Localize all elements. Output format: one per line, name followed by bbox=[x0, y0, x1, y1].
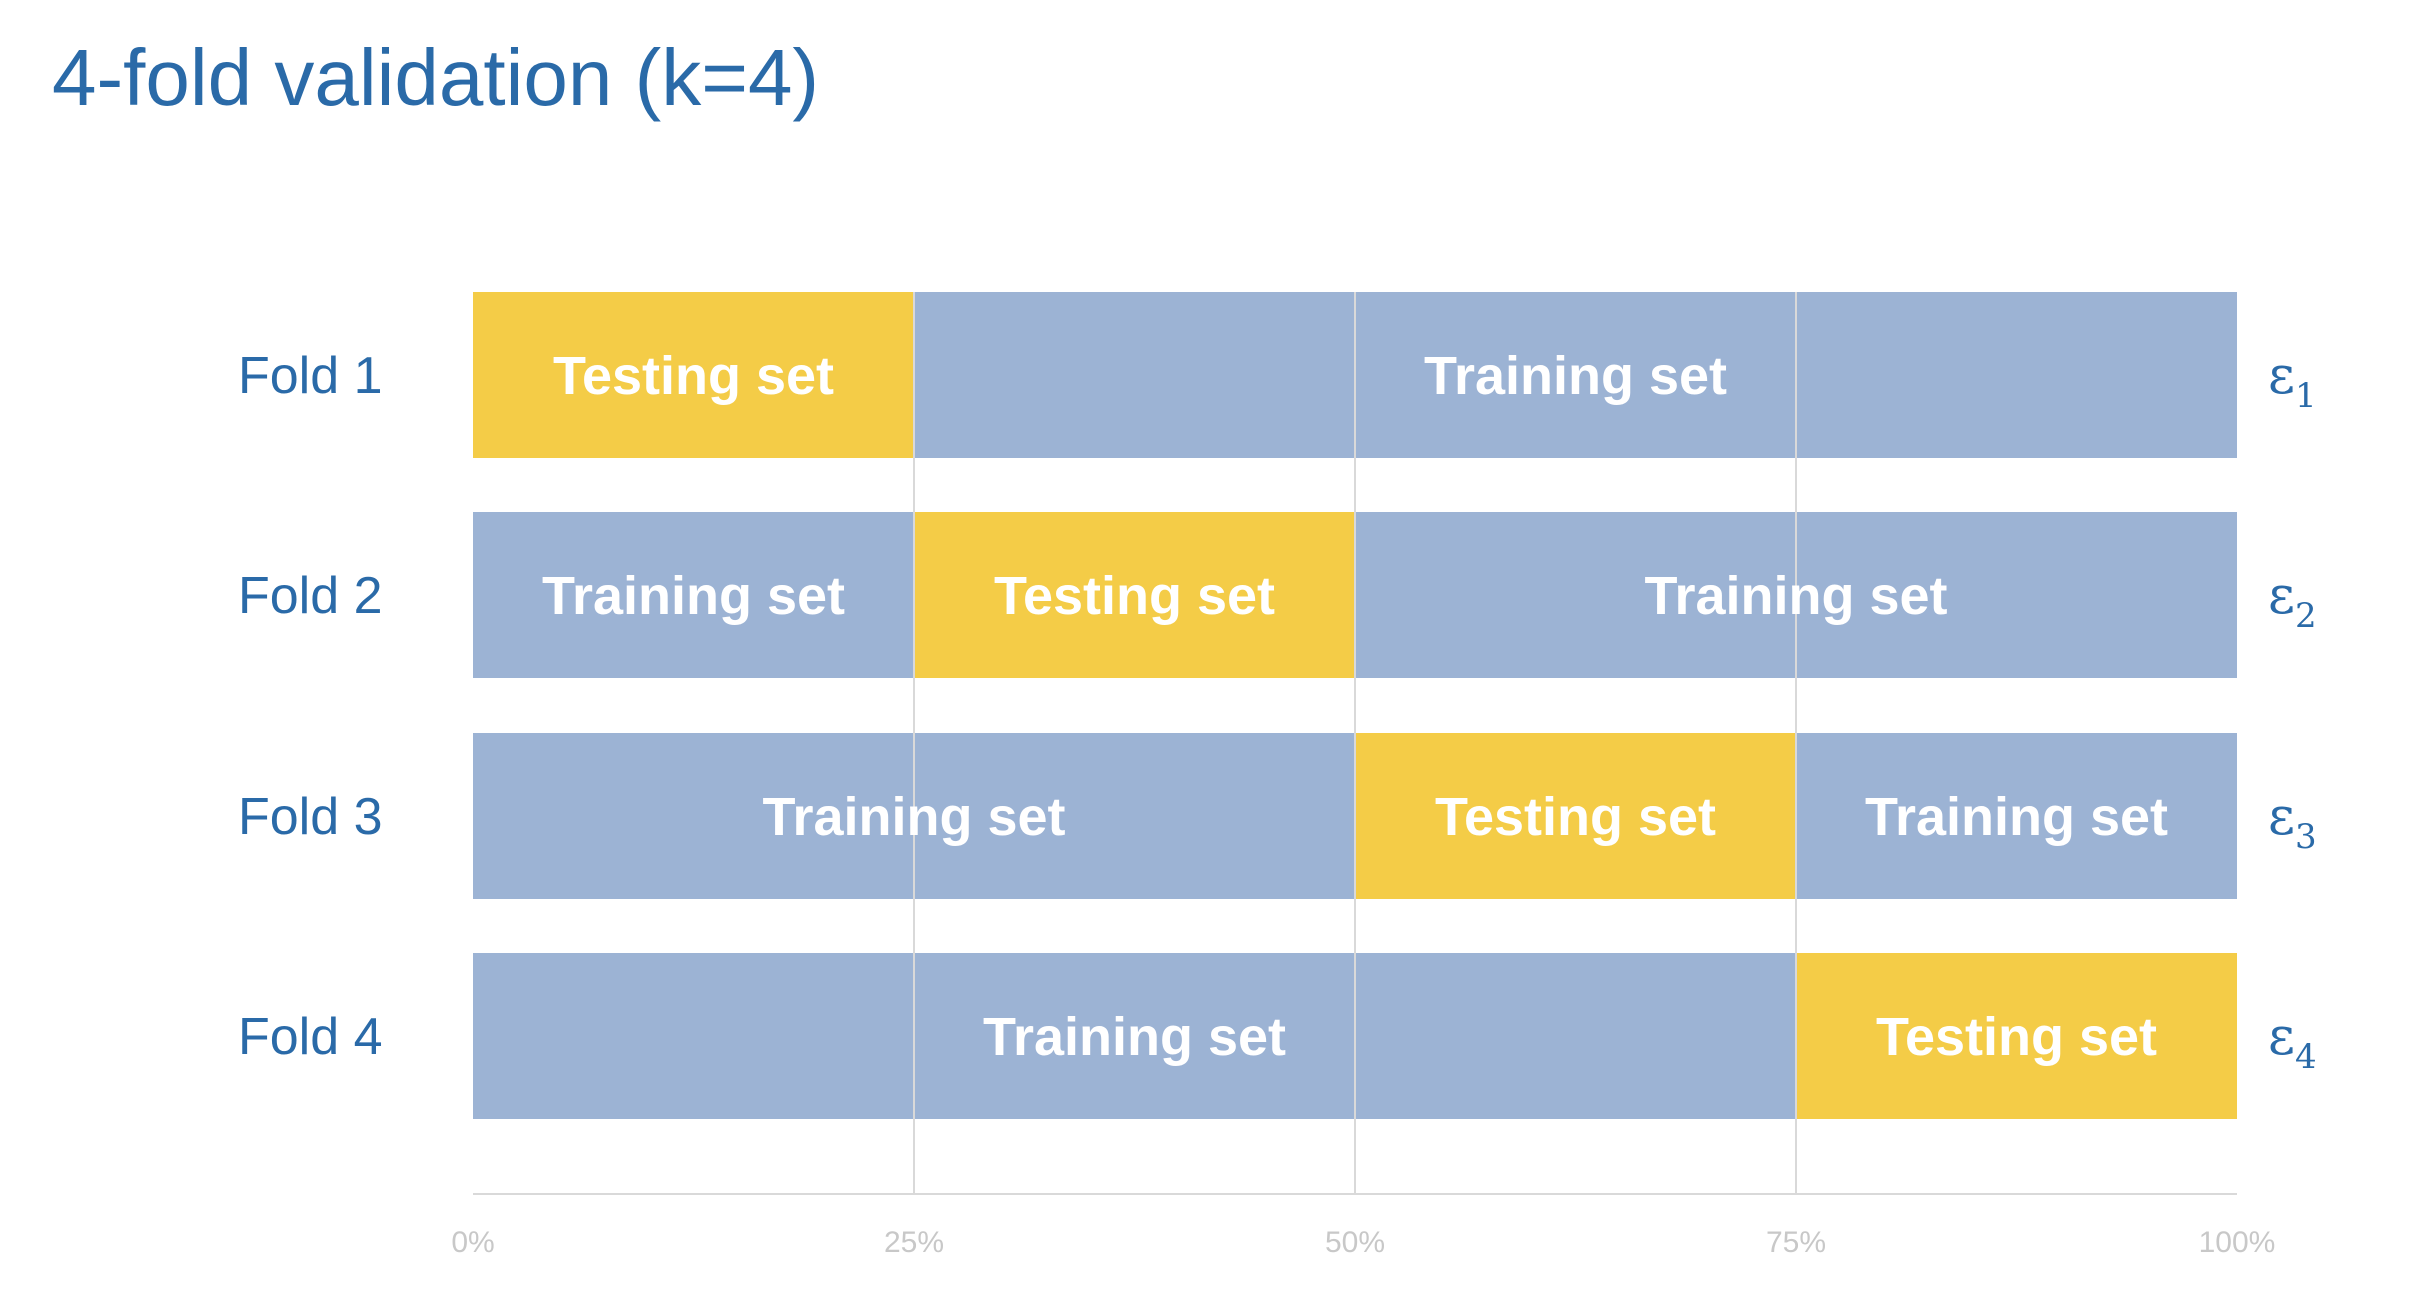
error-subscript: 3 bbox=[2295, 817, 2317, 857]
error-symbol: ε bbox=[2268, 1007, 2295, 1067]
fold-label-3: Fold 3 bbox=[238, 788, 383, 846]
x-tick-label: 50% bbox=[1325, 1226, 1385, 1259]
training-set-bar-fold3-3 bbox=[1796, 733, 2237, 899]
fold-label-4: Fold 4 bbox=[238, 1008, 383, 1066]
fold-label-1: Fold 1 bbox=[238, 347, 383, 405]
testing-set-bar-fold2-2 bbox=[914, 512, 1355, 678]
error-symbol: ε bbox=[2268, 566, 2295, 626]
x-axis: 0% 25% 50% 75% 100% bbox=[451, 1193, 2276, 1259]
x-tick-label: 0% bbox=[451, 1226, 494, 1259]
training-set-bar-fold4-1 bbox=[473, 953, 1796, 1119]
error-symbol: ε bbox=[2268, 346, 2295, 406]
x-tick-label: 100% bbox=[2199, 1226, 2276, 1259]
testing-set-bar-fold1-1 bbox=[473, 292, 914, 458]
training-set-bar-fold1-2 bbox=[914, 292, 2237, 458]
error-subscript: 1 bbox=[2295, 376, 2317, 416]
chart-title: 4-fold validation (k=4) bbox=[52, 33, 820, 122]
bars-layer bbox=[473, 292, 2237, 1119]
testing-set-bar-fold3-2 bbox=[1355, 733, 1796, 899]
testing-set-label: Testing set bbox=[994, 566, 1275, 626]
error-label-1: ε1 bbox=[2268, 346, 2317, 416]
error-label-3: ε3 bbox=[2268, 787, 2317, 857]
x-tick-label: 25% bbox=[884, 1226, 944, 1259]
testing-set-label: Testing set bbox=[1435, 787, 1716, 847]
error-subscript: 2 bbox=[2295, 596, 2317, 636]
training-set-label: Training set bbox=[542, 566, 845, 626]
fold-label-2: Fold 2 bbox=[238, 567, 383, 625]
testing-set-label: Testing set bbox=[1876, 1007, 2157, 1067]
training-set-label: Training set bbox=[1865, 787, 2168, 847]
x-tick-label: 75% bbox=[1766, 1226, 1826, 1259]
error-label-4: ε4 bbox=[2268, 1007, 2317, 1077]
testing-set-bar-fold4-2 bbox=[1796, 953, 2237, 1119]
training-set-label: Training set bbox=[762, 787, 1065, 847]
grid-layer bbox=[913, 292, 1797, 1194]
training-set-label: Training set bbox=[1644, 566, 1947, 626]
error-symbol: ε bbox=[2268, 787, 2295, 847]
training-set-label: Training set bbox=[983, 1007, 1286, 1067]
error-label-2: ε2 bbox=[2268, 566, 2317, 636]
training-set-bar-fold2-1 bbox=[473, 512, 914, 678]
testing-set-label: Testing set bbox=[553, 346, 834, 406]
error-subscript: 4 bbox=[2295, 1037, 2317, 1077]
training-set-label: Training set bbox=[1424, 346, 1727, 406]
